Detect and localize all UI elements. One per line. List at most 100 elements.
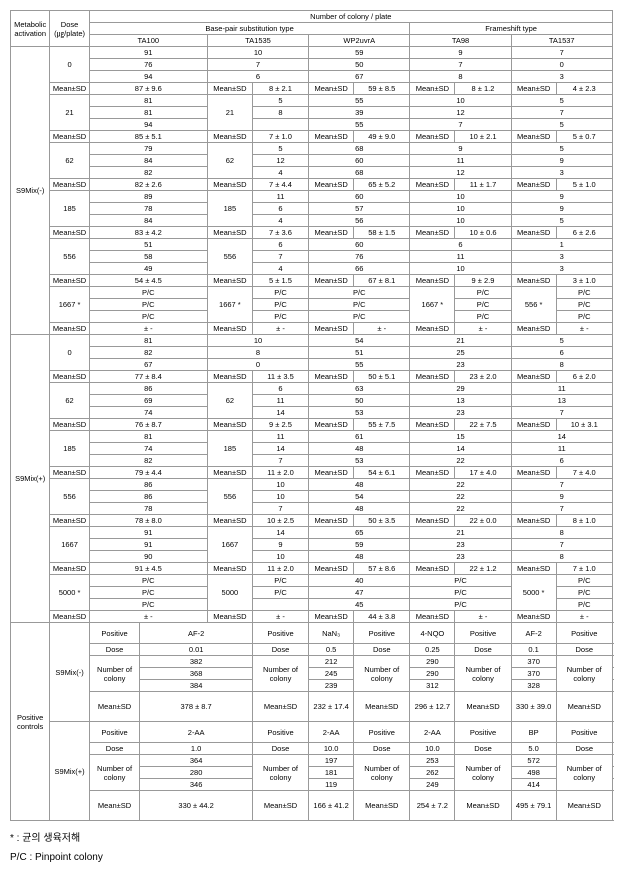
cell: ± -: [455, 323, 511, 335]
cell: Positive: [556, 623, 612, 644]
cell: P/C: [252, 287, 308, 299]
footnote-2: P/C : Pinpoint colony: [10, 852, 613, 863]
cell: 50: [309, 395, 410, 407]
dose-cell: 0: [50, 47, 89, 83]
cell: 45: [309, 599, 410, 611]
cell: 54 ± 4.5: [89, 275, 207, 287]
cell: P/C: [89, 587, 207, 599]
cell: 8: [511, 359, 612, 371]
cell: 330 ± 39.0: [511, 692, 556, 722]
cell: P/C: [556, 587, 612, 599]
cell: Positive: [252, 623, 308, 644]
cell: 86: [89, 491, 207, 503]
cell: 66: [309, 263, 410, 275]
cell: 556: [207, 479, 252, 515]
h-s1: TA100: [89, 35, 207, 47]
cell: 12: [410, 107, 511, 119]
cell: 23 ± 2.0: [455, 371, 511, 383]
cell: 86: [89, 383, 207, 395]
cell: Mean±SD: [309, 371, 354, 383]
cell: Mean±SD: [207, 515, 252, 527]
cell: 9: [511, 203, 612, 215]
cell: Mean±SD: [455, 791, 511, 821]
cell: 262: [410, 767, 455, 779]
cell: 51: [89, 239, 207, 251]
cell: Mean±SD: [410, 467, 455, 479]
cell: Mean±SD: [309, 275, 354, 287]
cell: 5: [252, 95, 308, 107]
cell: Mean±SD: [511, 515, 556, 527]
cell: 12: [410, 167, 511, 179]
cell: 67 ± 8.1: [354, 275, 410, 287]
cell: [252, 599, 308, 611]
cell: 378 ± 8.7: [140, 692, 253, 722]
cell: Mean±SD: [410, 611, 455, 623]
cell: 81: [89, 107, 207, 119]
cell: 6: [511, 455, 612, 467]
cell: 22 ± 7.5: [455, 419, 511, 431]
cell: 7: [252, 503, 308, 515]
cell: 290: [410, 668, 455, 680]
cell: Mean±SD: [50, 179, 89, 191]
cell: 8: [207, 347, 308, 359]
cell: Mean±SD: [410, 515, 455, 527]
cell: 9 ± 2.5: [252, 419, 308, 431]
cell: 85 ± 5.1: [89, 131, 207, 143]
cell: 23: [410, 539, 511, 551]
cell: 5: [511, 335, 612, 347]
cell: ± -: [556, 611, 612, 623]
cell: 83 ± 4.2: [89, 227, 207, 239]
cell: 5 ± 1.5: [252, 275, 308, 287]
cell: 60: [309, 191, 410, 203]
cell: 4-NQO: [410, 623, 455, 644]
cell: 82: [89, 167, 207, 179]
cell: 67: [309, 71, 410, 83]
cell: 7: [511, 107, 612, 119]
cell: Mean±SD: [50, 419, 89, 431]
cell: P/C: [309, 287, 410, 299]
cell: Mean±SD: [556, 791, 612, 821]
cell: 12: [252, 155, 308, 167]
cell: 61: [309, 431, 410, 443]
cell: 166 ± 41.2: [309, 791, 354, 821]
cell: 414: [511, 779, 556, 791]
cell: Mean±SD: [511, 371, 556, 383]
cell: P/C: [455, 311, 511, 323]
cell: Mean±SD: [50, 323, 89, 335]
cell: 10: [252, 479, 308, 491]
cell: 3: [511, 263, 612, 275]
cell: NaN₃: [309, 623, 354, 644]
cell: 10 ± 0.6: [455, 227, 511, 239]
cell: Mean±SD: [410, 419, 455, 431]
cell: 5: [511, 95, 612, 107]
footnote-1: * : 균의 생육저해: [10, 829, 613, 844]
cell: 76: [309, 251, 410, 263]
cell: Mean±SD: [309, 467, 354, 479]
cell: 54 ± 6.1: [354, 467, 410, 479]
cell: 8: [410, 71, 511, 83]
cell: 55: [309, 119, 410, 131]
cell: 197: [309, 755, 354, 767]
cell: 556: [207, 239, 252, 275]
cell: 498: [511, 767, 556, 779]
cell: P/C: [455, 287, 511, 299]
cell: Mean±SD: [207, 467, 252, 479]
cell: 10: [252, 491, 308, 503]
cell: 9: [511, 155, 612, 167]
cell: ± -: [89, 323, 207, 335]
cell: Mean±SD: [207, 563, 252, 575]
cell: 181: [309, 767, 354, 779]
h-sub2: Frameshift type: [410, 23, 613, 35]
cell: ± -: [556, 323, 612, 335]
cell: Positive: [89, 623, 140, 644]
cell: 11 ± 2.0: [252, 563, 308, 575]
cell: 76: [89, 59, 207, 71]
cell: 7 ± 4.0: [556, 467, 612, 479]
cell: Dose: [354, 743, 410, 755]
cell: 245: [309, 668, 354, 680]
cell: P/C: [410, 575, 511, 587]
cell: 65 ± 5.2: [354, 179, 410, 191]
cell: P/C: [556, 299, 612, 311]
cell: 14: [252, 527, 308, 539]
cell: AF-2: [140, 623, 253, 644]
